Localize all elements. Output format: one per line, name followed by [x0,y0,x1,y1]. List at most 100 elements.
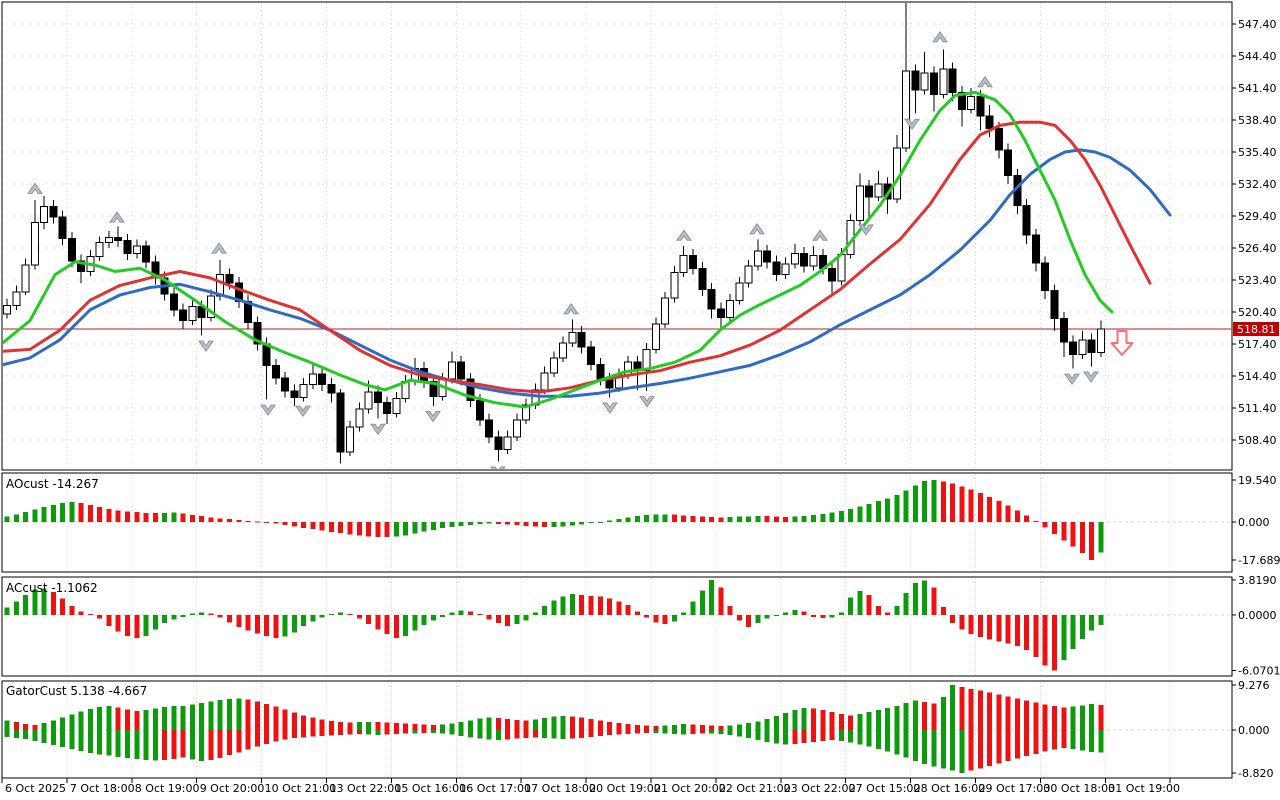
gator-histogram-bar [208,701,214,730]
ac-histogram-bar [505,615,511,626]
ac-histogram-bar [23,594,29,615]
ao-histogram-bar [60,503,66,522]
indicator-scale-label: -6.0701 [1238,665,1280,678]
ao-histogram-bar [968,489,974,522]
date-axis[interactable]: 6 Oct 2025 7 Oct 18:00 8 Oct 19:00 9 Oct 20… [1,778,1180,795]
fractal-down-icon [1083,371,1099,383]
gator-histogram-bar [987,692,993,730]
ao-histogram-bar [931,479,937,522]
gator-histogram-bar [1070,706,1076,730]
ac-histogram-bar [662,615,668,625]
gator-histogram-bar [50,720,56,730]
gator-histogram-bar [393,730,399,734]
bull-candle [299,384,308,398]
ac-histogram-bar [208,613,214,615]
gator-histogram-bar [792,730,798,745]
gator-histogram-bar [551,730,557,739]
gator-histogram-bar [783,713,789,730]
gator-histogram-bar [894,730,900,755]
ac-histogram-bar [810,615,816,617]
bear-candle [67,237,76,262]
ao-histogram-bar [940,481,946,522]
gator-histogram-bar [273,706,279,730]
price-axis[interactable]: 547.40 544.40 541.40 538.40 535.40 532.40 529.… [1232,18,1280,780]
gator-histogram-bar [13,730,19,738]
ao-histogram-bar [912,485,918,522]
ao-histogram-bar [607,520,613,522]
bear-candle [327,384,336,394]
bull-candle [392,397,401,414]
bull-candle [522,404,531,421]
bear-candle [1041,262,1050,292]
ac-histogram-bar [495,615,501,624]
date-axis-label: 28 Oct 16:00 [914,782,986,795]
bear-candle [336,392,345,453]
ac-histogram-bar [699,590,705,615]
ac-histogram-bar [542,605,548,615]
gator-histogram-bar [820,710,826,730]
ao-histogram-bar [50,504,56,522]
fractal-up-icon [563,303,579,315]
ao-histogram-bar [764,516,770,522]
gator-histogram-bar [393,723,399,730]
ac-histogram-bar [783,612,789,615]
main-chart-plot-area[interactable] [1,1,1233,471]
ac-histogram-bar [226,615,232,623]
gator-histogram-bar [495,730,501,741]
ac-histogram-bar [319,615,325,618]
bull-candle [642,348,651,372]
date-axis-label: 27 Oct 15:00 [849,782,921,795]
bear-candle [457,361,466,380]
bear-candle [1050,290,1059,319]
bull-candle [939,68,948,95]
fractal-down-icon [425,411,441,423]
ao-histogram-bar [671,514,677,522]
gator-histogram-bar [922,701,928,730]
gator-histogram-bar [922,730,928,764]
ao-histogram-bar [551,522,557,527]
gator-histogram-bar [634,730,640,734]
fractal-down-icon [490,466,506,469]
ao-indicator-label-text: AOcust -14.267 [6,477,99,491]
gator-histogram-bar [356,730,362,734]
ao-histogram-bar [477,522,483,525]
ao-histogram-bar [273,522,279,524]
ao-histogram-bar [245,520,251,522]
gator-histogram-bar [449,730,455,735]
ac-histogram-bar [264,615,270,637]
ao-histogram-bar [903,490,909,522]
ao-histogram-bar [282,522,288,526]
ao-histogram-bar [1005,505,1011,522]
gator-histogram-bar [171,706,177,730]
ao-histogram-bar [421,522,427,532]
bear-candle [429,380,438,397]
ac-histogram-bar [4,607,10,615]
gator-histogram-bar [134,730,140,760]
gator-histogram-bar [699,730,705,734]
gator-histogram-bar [254,701,260,730]
ac-histogram-bar [171,615,177,620]
ao-histogram-bar [199,516,205,522]
bull-candle [855,185,864,221]
bear-candle [271,364,280,379]
ao-histogram-bar [412,522,418,534]
bull-candle [559,342,568,359]
gator-histogram-bar [514,730,520,739]
ac-histogram-bar [514,615,520,625]
ac-histogram-bar [328,614,334,616]
ac-histogram-bar [393,615,399,638]
indicator-scale-label: 0.0000 [1238,609,1277,622]
bull-candle [503,436,512,451]
gator-histogram-bar [375,730,381,735]
ac-histogram-bar [848,597,854,615]
gator-histogram-bar [523,720,529,730]
fractal-up-icon [676,229,692,241]
gator-histogram-bar [755,730,761,741]
alligator-teeth-line [3,120,1152,394]
ac-histogram-bar [291,615,297,633]
gator-histogram-bar [662,725,668,730]
ao-histogram-bar [820,513,826,522]
bull-candle [355,408,364,428]
gator-histogram-bar [662,730,668,734]
bear-candle [485,419,494,438]
